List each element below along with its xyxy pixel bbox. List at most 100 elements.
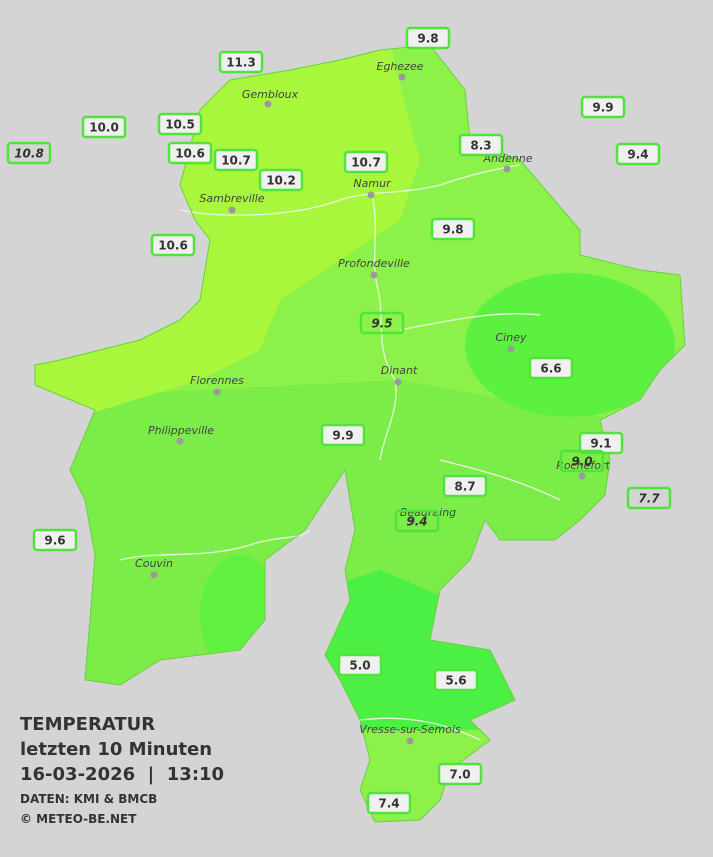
station-box [366, 791, 412, 815]
town-dot [264, 100, 272, 108]
station: 10.6 [167, 141, 213, 165]
station-value: 10.2 [266, 174, 296, 188]
station: 10.7 [213, 148, 259, 172]
station: 9.0 [559, 449, 605, 473]
town-dot [408, 516, 416, 524]
station-box [6, 141, 52, 165]
town-dot [150, 571, 158, 579]
source: DATEN: KMI & BMCB [20, 792, 157, 806]
station-value: 6.6 [540, 362, 561, 376]
station-value: 9.8 [442, 223, 463, 237]
station: 8.3 [458, 133, 504, 157]
station: 10.5 [157, 112, 203, 136]
station-box [559, 449, 605, 473]
station: 9.5 [359, 311, 405, 335]
town-dot [578, 472, 586, 480]
station: 7.4 [366, 791, 412, 815]
station-box [258, 168, 304, 192]
station-value: 8.7 [454, 480, 475, 494]
town-dot [367, 191, 375, 199]
copyright: © METEO-BE.NET [20, 812, 137, 826]
station-value: 10.7 [351, 156, 381, 170]
station-value: 9.9 [592, 101, 613, 115]
station-value: 10.0 [89, 121, 119, 135]
station-value: 7.7 [638, 492, 660, 506]
town-name: Gembloux [242, 88, 299, 101]
station: 10.2 [258, 168, 304, 192]
station-value: 11.3 [226, 56, 256, 70]
station-box [442, 474, 488, 498]
station: 9.4 [615, 142, 661, 166]
station: 8.7 [442, 474, 488, 498]
station-box [167, 141, 213, 165]
station-box [528, 356, 574, 380]
station-box [150, 233, 196, 257]
station-box [430, 217, 476, 241]
station: 10.6 [150, 233, 196, 257]
town-name: Eghezee [377, 60, 424, 73]
station-box [578, 431, 624, 455]
station: 9.9 [320, 423, 366, 447]
station: 11.3 [218, 50, 264, 74]
town-dot [370, 271, 378, 279]
town-dot [406, 737, 414, 745]
station: 9.1 [578, 431, 624, 455]
station-value: 9.6 [44, 534, 65, 548]
town-name: Dinant [381, 364, 418, 377]
station-value: 9.1 [590, 437, 611, 451]
station-box [626, 486, 672, 510]
town-dot [394, 378, 402, 386]
station-box [218, 50, 264, 74]
station-box [580, 95, 626, 119]
station: 9.6 [32, 528, 78, 552]
station-value: 9.4 [627, 148, 648, 162]
town-dot [507, 345, 515, 353]
station: 9.9 [580, 95, 626, 119]
station-box [615, 142, 661, 166]
station-box [213, 148, 259, 172]
station-value: 7.0 [449, 768, 470, 782]
station-value: 10.7 [221, 154, 251, 168]
station-box [157, 112, 203, 136]
town-dot [398, 73, 406, 81]
station-box [437, 762, 483, 786]
station-value: 8.3 [470, 139, 491, 153]
town-dot [503, 165, 511, 173]
station: 10.0 [81, 115, 127, 139]
station-box [359, 311, 405, 335]
station-value: 9.4 [406, 515, 427, 529]
town-dot [228, 206, 236, 214]
station: 7.7 [626, 486, 672, 510]
station-value: 9.5 [371, 317, 392, 331]
station-value: 7.4 [378, 797, 399, 811]
station-value: 5.6 [445, 674, 466, 688]
station: 9.8 [405, 26, 451, 50]
town-name: Rochefort [556, 459, 610, 472]
station-value: 10.6 [158, 239, 188, 253]
station: 7.0 [437, 762, 483, 786]
town-dot [213, 388, 221, 396]
station-box [433, 668, 479, 692]
station-value: 10.5 [165, 118, 195, 132]
station: 10.7 [343, 150, 389, 174]
station: 10.8 [6, 141, 52, 165]
subtitle: letzten 10 Minuten [20, 739, 212, 760]
station-value: 10.6 [175, 147, 205, 161]
town-name: Couvin [135, 557, 173, 570]
station-value: 10.8 [14, 147, 44, 161]
station-box [458, 133, 504, 157]
town-name: Profondeville [338, 257, 410, 270]
town-name: Sambreville [199, 192, 264, 205]
station-value: 9.9 [332, 429, 353, 443]
station-box [32, 528, 78, 552]
station-box [343, 150, 389, 174]
town-dot [176, 437, 184, 445]
towns: EghezeeGemblouxAndenneNamurSambrevillePr… [135, 60, 610, 745]
stations: 9.8 11.3 9.9 10.0 10.5 8.3 9.4 10.8 10.6 10.7 10.7… [6, 26, 672, 815]
station-value: 5.0 [349, 659, 370, 673]
station-box [320, 423, 366, 447]
timestamp: 16-03-2026 | 13:10 [20, 764, 224, 785]
station: 5.0 [337, 653, 383, 677]
town-name: Ciney [496, 331, 527, 344]
